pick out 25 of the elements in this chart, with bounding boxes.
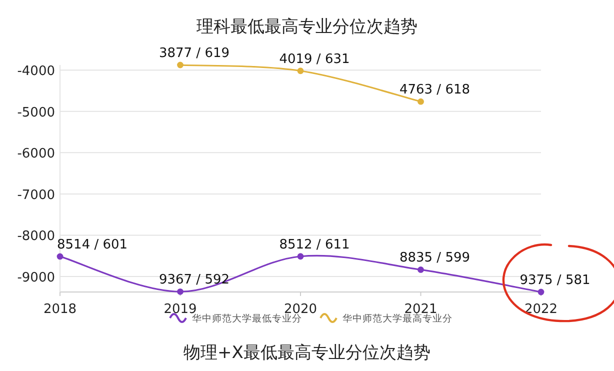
y-tick-label: -6000 [17,146,55,162]
annotation: 8512 / 611 [279,237,350,252]
text: 物理+X最低最高专业分位次趋势 [184,343,430,363]
annotation: 8514 / 601 [57,237,128,252]
x-tick-label: 2022 [524,302,558,317]
point [297,68,304,74]
annotation: 9375 / 581 [520,273,590,288]
y-tick-label: -7000 [17,188,55,203]
chart-title: 理科最低最高专业分位次趋势 [196,17,418,37]
annotation: 8835 / 599 [399,250,470,266]
y-tick-label: -9000 [17,270,55,286]
annotation: 4763 / 618 [399,82,470,98]
annotation: 4019 / 631 [279,52,350,67]
point [418,266,424,273]
annotation: 3877 / 619 [158,46,230,61]
y-tick-label: -5000 [17,105,55,120]
x-tick-label: 2018 [43,302,77,317]
point [177,288,184,295]
point [418,98,424,105]
point [177,62,184,68]
point [297,253,304,260]
y-tick-label: -4000 [17,64,55,80]
annotation: 9367 / 592 [158,272,230,288]
point [56,253,64,260]
y-tick-label: -8000 [17,229,55,244]
